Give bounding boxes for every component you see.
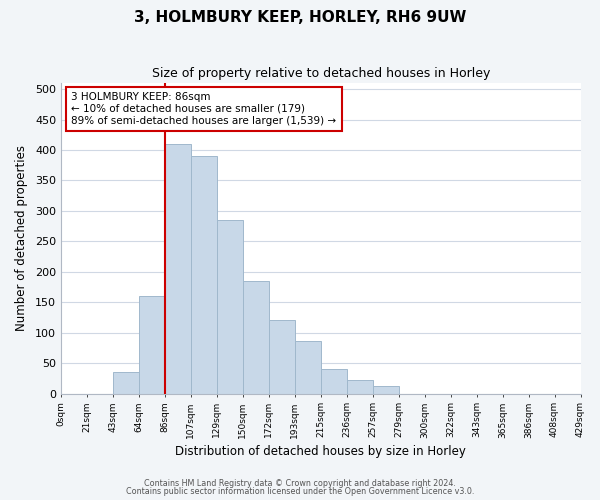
X-axis label: Distribution of detached houses by size in Horley: Distribution of detached houses by size …: [175, 444, 466, 458]
Bar: [347, 380, 373, 394]
Bar: [321, 369, 347, 394]
Text: 3, HOLMBURY KEEP, HORLEY, RH6 9UW: 3, HOLMBURY KEEP, HORLEY, RH6 9UW: [134, 10, 466, 25]
Bar: [373, 386, 398, 394]
Bar: [217, 220, 243, 394]
Bar: [295, 340, 321, 394]
Bar: [165, 144, 191, 394]
Bar: [113, 372, 139, 394]
Bar: [243, 281, 269, 394]
Text: Contains HM Land Registry data © Crown copyright and database right 2024.: Contains HM Land Registry data © Crown c…: [144, 478, 456, 488]
Title: Size of property relative to detached houses in Horley: Size of property relative to detached ho…: [152, 68, 490, 80]
Text: Contains public sector information licensed under the Open Government Licence v3: Contains public sector information licen…: [126, 487, 474, 496]
Text: 3 HOLMBURY KEEP: 86sqm
← 10% of detached houses are smaller (179)
89% of semi-de: 3 HOLMBURY KEEP: 86sqm ← 10% of detached…: [71, 92, 337, 126]
Bar: [139, 296, 165, 394]
Y-axis label: Number of detached properties: Number of detached properties: [15, 146, 28, 332]
Bar: [191, 156, 217, 394]
Bar: [269, 320, 295, 394]
